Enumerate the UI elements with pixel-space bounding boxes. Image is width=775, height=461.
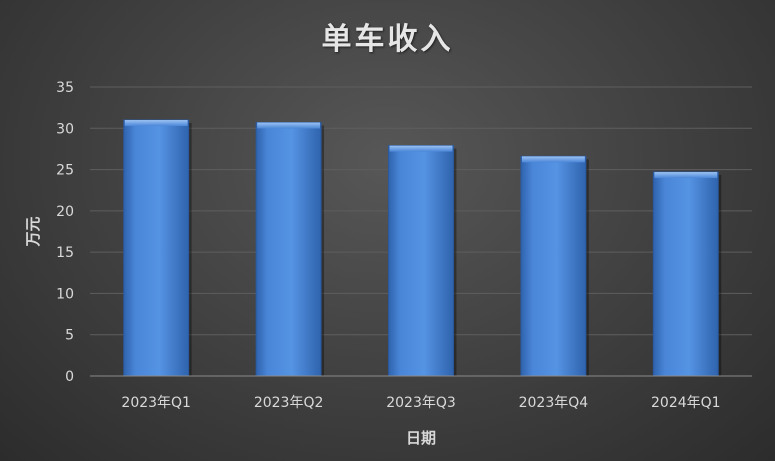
bar-2023年Q4 (520, 155, 587, 377)
y-tick-label: 35 (56, 80, 74, 96)
y-tick-label: 0 (65, 369, 74, 385)
y-tick-label: 25 (56, 163, 74, 179)
bar-highlight (521, 156, 585, 163)
x-tick-label: 2023年Q3 (386, 395, 456, 411)
bar-highlight (124, 120, 188, 127)
chart-title: 单车收入 (321, 22, 454, 57)
y-tick-label: 30 (56, 121, 74, 137)
bar-2023年Q2 (255, 122, 322, 377)
bar-2023年Q3 (388, 145, 454, 377)
x-tick-label: 2023年Q2 (254, 395, 324, 411)
x-axis-title: 日期 (406, 429, 436, 447)
x-tick-label: 2023年Q1 (121, 395, 191, 411)
bars (123, 119, 722, 377)
y-axis-ticks: 0 5 10 15 20 25 30 35 (56, 80, 74, 385)
x-tick-label: 2023年Q4 (519, 395, 589, 411)
bar-2024年Q1 (652, 171, 719, 377)
y-axis-title: 万元 (24, 216, 42, 247)
x-tick-label: 2024年Q1 (651, 395, 721, 411)
bar-2023年Q1 (123, 119, 190, 377)
y-tick-label: 5 (65, 328, 74, 344)
bar-highlight (654, 172, 718, 179)
y-tick-label: 20 (56, 204, 74, 220)
bar-highlight (389, 145, 453, 152)
bar-highlight (257, 122, 321, 129)
y-tick-label: 10 (56, 286, 74, 302)
y-tick-label: 15 (56, 245, 74, 261)
x-axis-ticks: 2023年Q1 2023年Q2 2023年Q3 2023年Q4 2024年Q1 (121, 395, 720, 411)
